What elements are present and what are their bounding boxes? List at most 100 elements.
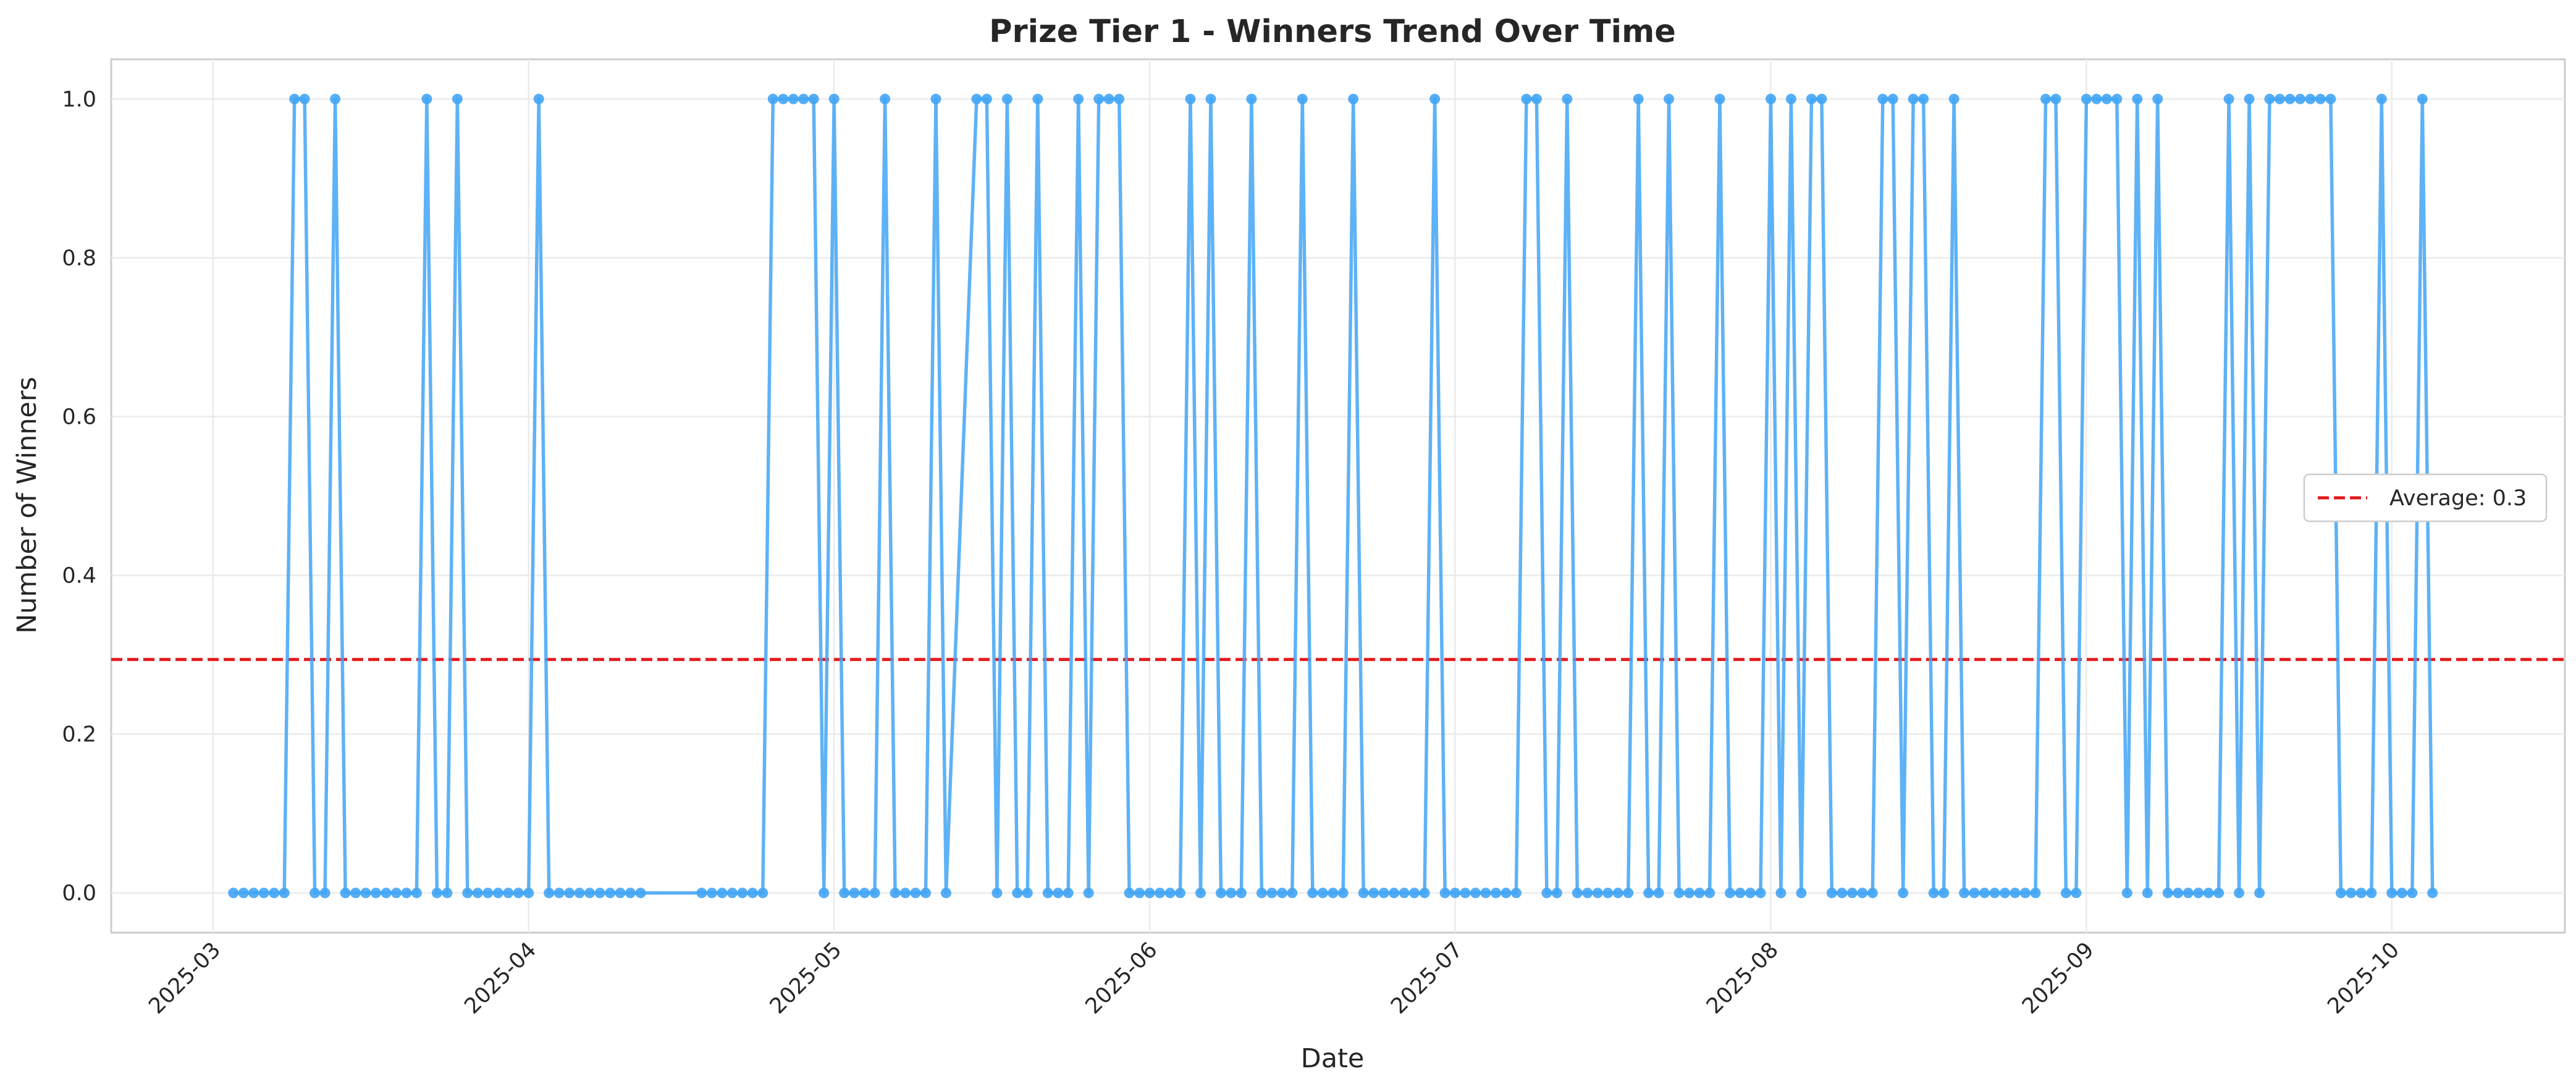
data-point: [564, 888, 575, 899]
data-point: [2101, 93, 2112, 104]
data-point: [2081, 93, 2092, 104]
data-point: [1673, 888, 1685, 899]
data-point: [1480, 888, 1491, 899]
data-point: [1460, 888, 1471, 899]
data-point: [1806, 93, 1817, 104]
data-point: [330, 93, 341, 104]
data-point: [2050, 93, 2061, 104]
data-point: [492, 888, 503, 899]
data-point: [279, 888, 290, 899]
data-point: [920, 888, 931, 899]
data-point: [1796, 888, 1807, 899]
y-tick-label: 0.6: [62, 405, 96, 429]
data-point: [1857, 888, 1868, 899]
data-point: [2152, 93, 2163, 104]
plot-frame: [110, 58, 2566, 934]
data-point: [1969, 888, 1980, 899]
data-point: [1144, 888, 1155, 899]
data-point: [1572, 888, 1583, 899]
data-point: [2162, 888, 2173, 899]
data-point: [1022, 888, 1033, 899]
data-point: [2111, 93, 2123, 104]
data-point: [1266, 888, 1277, 899]
data-point: [839, 888, 850, 899]
data-point: [1745, 888, 1756, 899]
data-point: [1256, 888, 1267, 899]
data-point: [828, 93, 840, 104]
data-point: [1429, 93, 1441, 104]
y-tick-label: 0.0: [62, 881, 96, 906]
data-point: [930, 93, 941, 104]
data-point: [1510, 888, 1522, 899]
data-point: [1989, 888, 2000, 899]
data-point: [2182, 888, 2194, 899]
data-point: [1602, 888, 1614, 899]
data-point: [452, 93, 463, 104]
data-point: [900, 888, 911, 899]
data-point: [594, 888, 605, 899]
y-tick-label: 0.8: [62, 246, 96, 271]
data-point: [1470, 888, 1481, 899]
data-point: [2284, 93, 2296, 104]
data-point: [2010, 888, 2021, 899]
data-point: [2071, 888, 2082, 899]
data-point: [1898, 888, 1909, 899]
data-point: [1073, 93, 1084, 104]
data-point: [2376, 93, 2387, 104]
data-point: [1358, 888, 1369, 899]
data-point: [462, 888, 473, 899]
data-point: [2244, 93, 2255, 104]
data-point: [941, 888, 951, 899]
data-point: [2040, 93, 2051, 104]
data-point: [533, 93, 544, 104]
legend-box: [2303, 473, 2548, 523]
data-point: [1114, 93, 1125, 104]
data-point: [1063, 888, 1074, 899]
data-point: [706, 888, 717, 899]
data-point: [2264, 93, 2275, 104]
data-point: [991, 888, 1003, 899]
data-point: [1450, 888, 1460, 899]
data-point: [309, 888, 321, 899]
data-point: [1816, 93, 1827, 104]
data-point: [2305, 93, 2316, 104]
data-point: [2325, 93, 2336, 104]
data-point: [1164, 888, 1176, 899]
data-point: [1837, 888, 1848, 899]
data-point: [503, 888, 514, 899]
data-point: [717, 888, 728, 899]
y-tick-label: 0.2: [62, 723, 96, 747]
data-point: [778, 93, 789, 104]
data-point: [1399, 888, 1410, 899]
data-point: [1684, 888, 1695, 899]
data-point: [391, 888, 402, 899]
data-point: [1775, 888, 1787, 899]
data-point: [2254, 888, 2265, 899]
data-point: [2142, 888, 2153, 899]
data-point: [615, 888, 626, 899]
data-point: [1216, 888, 1226, 899]
data-point: [2366, 888, 2377, 899]
data-point: [635, 888, 646, 899]
data-point: [381, 888, 392, 899]
data-point: [238, 888, 249, 899]
data-point: [472, 888, 483, 899]
data-point: [1643, 888, 1654, 899]
data-point: [1491, 888, 1501, 899]
data-point: [2315, 93, 2326, 104]
data-point: [788, 93, 799, 104]
data-point: [1093, 93, 1105, 104]
data-point: [350, 888, 361, 899]
series-layer: [228, 93, 2438, 899]
data-point: [1226, 888, 1237, 899]
data-point: [1755, 888, 1766, 899]
data-point: [228, 888, 239, 899]
data-point: [2335, 888, 2346, 899]
data-point: [1735, 888, 1746, 899]
y-tick-label: 0.4: [62, 564, 96, 589]
data-point: [1846, 888, 1858, 899]
data-point: [401, 888, 412, 899]
data-point: [1276, 888, 1287, 899]
